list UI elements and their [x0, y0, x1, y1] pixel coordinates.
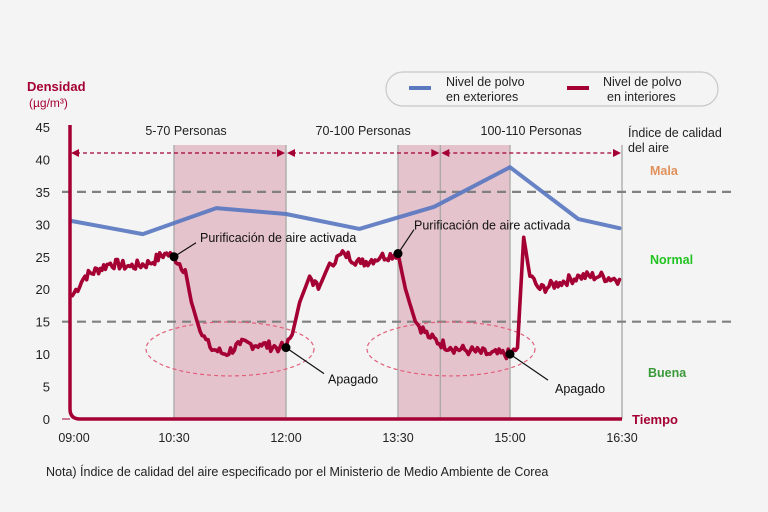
highlight-ellipse-0 — [145, 321, 315, 377]
aqi-level-buena: Buena — [648, 366, 687, 380]
x-tick-label: 12:00 — [270, 431, 301, 445]
annotation-dot — [393, 249, 403, 259]
y-axis-title: Densidad — [27, 79, 86, 94]
period-label: 5-70 Personas — [145, 124, 226, 138]
y-tick-label: 15 — [36, 315, 50, 330]
y-tick-label: 35 — [36, 185, 50, 200]
y-tick-label: 10 — [36, 347, 50, 362]
legend-label-indoor-2: en interiores — [607, 90, 676, 104]
footnote: Nota) Índice de calidad del aire especif… — [46, 464, 548, 479]
x-tick-label: 15:00 — [494, 431, 525, 445]
shaded-period-0 — [174, 145, 286, 419]
annotation-leader — [397, 229, 415, 254]
outdoor-dust-line — [70, 165, 622, 237]
y-tick-label: 5 — [43, 380, 50, 395]
annotation-label: Apagado — [555, 382, 605, 396]
shaded-period-1 — [398, 145, 510, 419]
x-tick-label: 16:30 — [606, 431, 637, 445]
annotation-label: Apagado — [328, 373, 378, 387]
arrowhead-left-icon — [71, 149, 79, 157]
legend-label-outdoor-1: Nivel de polvo — [446, 75, 525, 89]
arrowhead-right-icon — [431, 149, 440, 157]
legend: Nivel de polvo en exteriores Nivel de po… — [385, 71, 719, 107]
arrowhead-left-icon — [287, 149, 295, 157]
highlight-ellipse-1 — [366, 321, 536, 377]
y-tick-label: 45 — [36, 120, 50, 135]
x-axis-title: Tiempo — [632, 412, 678, 427]
x-tick-label: 10:30 — [158, 431, 189, 445]
annotation-label: Purificación de aire activada — [414, 219, 570, 233]
y-tick-label: 0 — [43, 412, 50, 427]
aqi-title-1: Índice de calidad — [628, 125, 722, 140]
legend-label-indoor-1: Nivel de polvo — [603, 75, 682, 89]
arrowhead-right-icon — [613, 149, 621, 157]
period-label: 70-100 Personas — [316, 124, 411, 138]
y-tick-label: 40 — [36, 152, 50, 167]
aqi-title-2: del aire — [628, 141, 669, 155]
annotation-leader — [285, 347, 325, 375]
annotation-leader — [509, 353, 549, 381]
arrowhead-right-icon — [277, 149, 285, 157]
y-tick-label: 25 — [36, 250, 50, 265]
legend-label-outdoor-2: en exteriores — [446, 90, 518, 104]
annotation-dot — [505, 349, 515, 359]
indoor-dust-line — [70, 235, 622, 361]
annotation-label: Purificación de aire activada — [200, 231, 356, 245]
aqi-level-mala: Mala — [650, 164, 679, 178]
legend-box — [385, 71, 719, 107]
axis-line — [68, 125, 622, 421]
y-tick-label: 20 — [36, 282, 50, 297]
annotation-dot — [281, 343, 291, 353]
y-tick-label: 30 — [36, 217, 50, 232]
y-axis-unit: (µg/m³) — [29, 96, 68, 110]
arrowhead-left-icon — [441, 149, 450, 157]
x-tick-label: 13:30 — [382, 431, 413, 445]
period-label: 100-110 Personas — [481, 124, 582, 138]
annotation-dot — [169, 252, 179, 262]
aqi-level-normal: Normal — [650, 253, 693, 267]
x-tick-label: 09:00 — [58, 431, 89, 445]
